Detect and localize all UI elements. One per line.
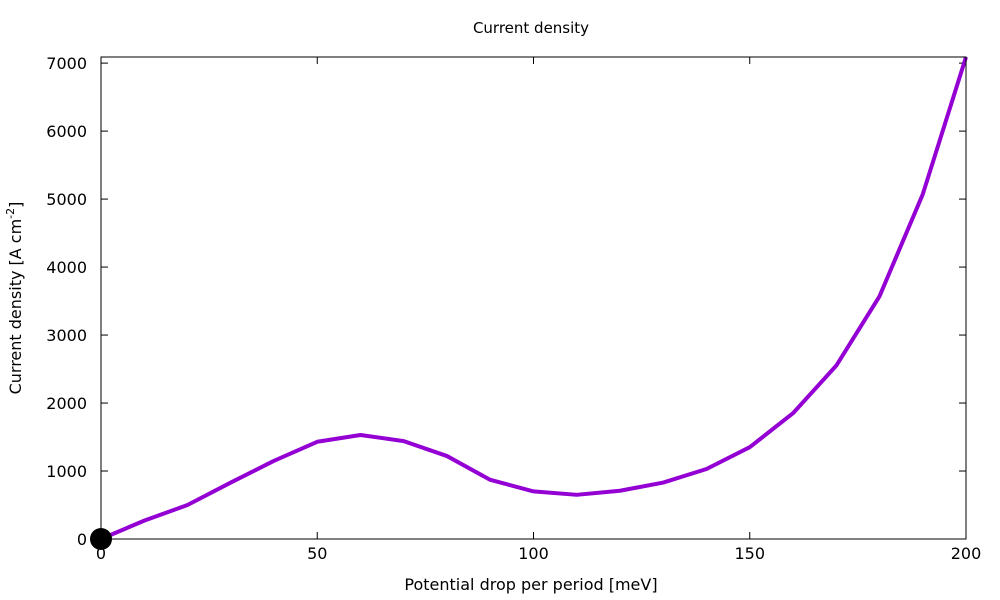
y-tick-label: 0 [77,530,87,549]
y-tick-label: 1000 [46,462,87,481]
y-tick-label: 5000 [46,190,87,209]
y-axis-label: Current density [A cm-2] [4,202,25,395]
x-tick-label: 0 [96,544,106,563]
x-tick-label: 150 [734,544,765,563]
axis-ticks: 0 50 100 150 2000100020003000400050006000700… [46,54,981,563]
x-axis-label: Potential drop per period [meV] [404,575,657,594]
y-axis-label-text: Current density [A cm [6,219,25,395]
y-tick-label: 6000 [46,122,87,141]
series-line [100,56,968,541]
y-tick-label: 7000 [46,54,87,73]
plot-area [90,56,968,550]
y-tick-label: 4000 [46,258,87,277]
y-tick-label: 2000 [46,394,87,413]
plot-border [100,56,967,540]
x-tick-label: 100 [518,544,549,563]
y-axis-label-suffix: ] [6,202,25,208]
x-tick-label: 200 [951,544,982,563]
chart-title: Current density [473,19,589,37]
y-tick-label: 3000 [46,326,87,345]
y-axis-label-superscript: -2 [4,208,17,219]
x-tick-label: 50 [307,544,327,563]
